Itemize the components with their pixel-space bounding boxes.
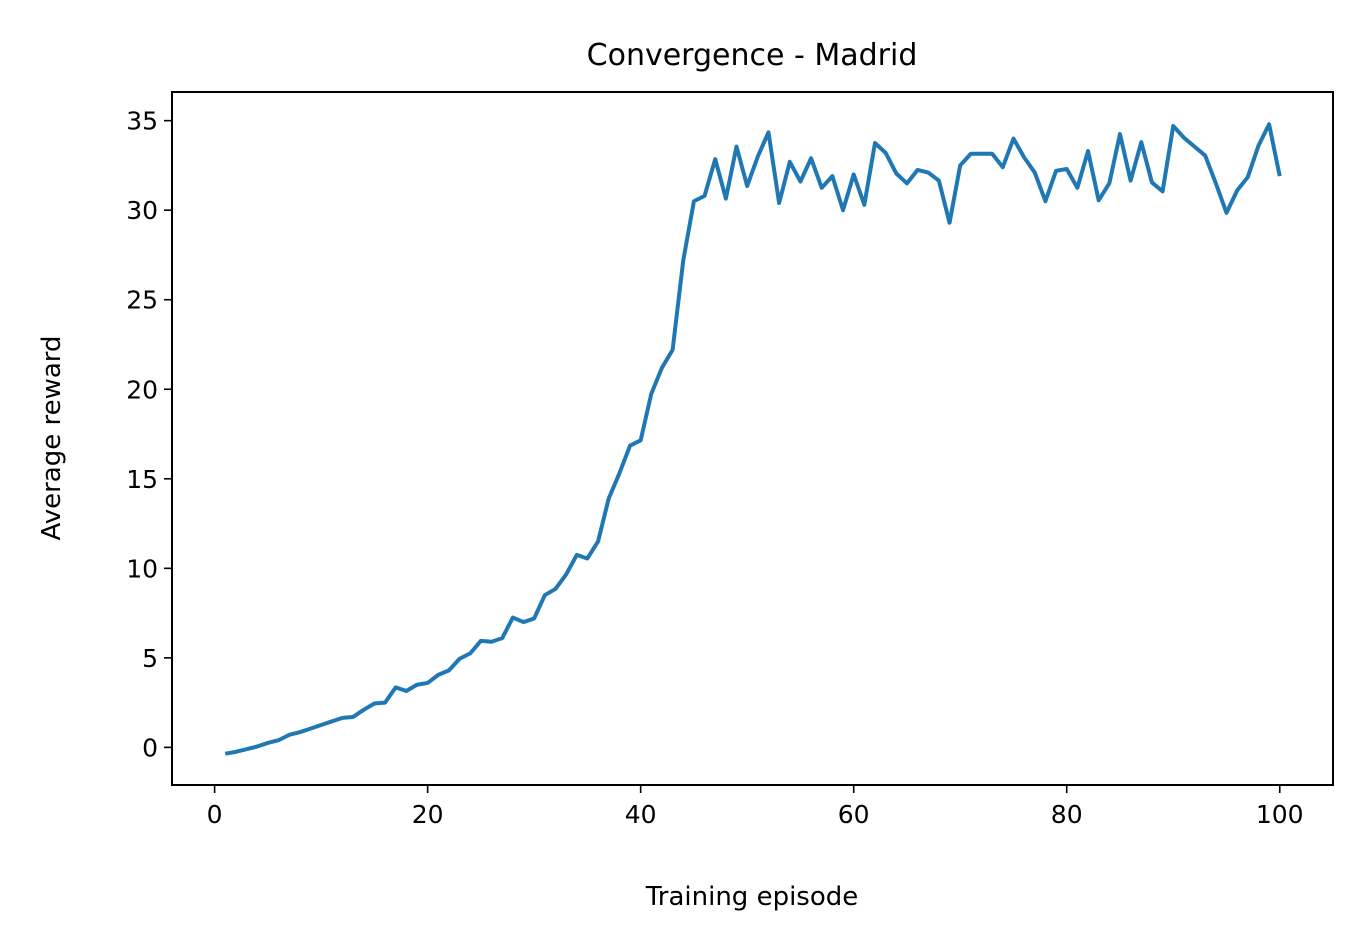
x-axis: 0 20 40 60 80 100 (207, 785, 1304, 829)
y-tick-label: 20 (126, 375, 158, 404)
chart-title: Convergence - Madrid (587, 38, 918, 73)
y-axis-label: Average reward (37, 335, 67, 540)
y-tick-label: 0 (142, 733, 158, 762)
y-tick-label: 25 (126, 286, 158, 315)
x-tick-label: 80 (1051, 800, 1083, 829)
plot-frame (171, 91, 1334, 786)
plot-area (224, 122, 1282, 756)
y-tick-label: 5 (142, 644, 158, 673)
y-tick-label: 10 (126, 554, 158, 583)
x-tick-label: 60 (838, 800, 870, 829)
x-tick-label: 100 (1256, 800, 1304, 829)
y-tick-label: 30 (126, 196, 158, 225)
series-line-0 (224, 122, 1282, 756)
y-tick-label: 35 (126, 107, 158, 136)
y-axis: 0 5 10 15 20 25 30 35 (126, 107, 172, 762)
x-axis-label: Training episode (645, 882, 859, 912)
y-tick-label: 15 (126, 465, 158, 494)
x-tick-label: 20 (412, 800, 444, 829)
x-tick-label: 0 (207, 800, 223, 829)
x-tick-label: 40 (625, 800, 657, 829)
